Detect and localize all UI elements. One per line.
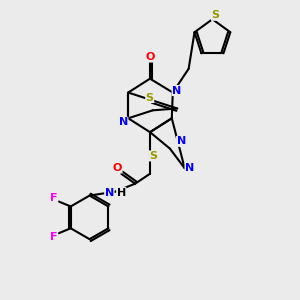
- Text: F: F: [50, 232, 58, 242]
- Text: O: O: [112, 163, 122, 173]
- Text: S: S: [212, 10, 219, 20]
- Text: S: S: [149, 151, 157, 161]
- Text: O: O: [145, 52, 155, 62]
- Text: N: N: [105, 188, 114, 198]
- Text: N: N: [172, 85, 182, 96]
- Text: H: H: [117, 188, 126, 198]
- Text: N: N: [118, 117, 128, 127]
- Text: S: S: [146, 92, 154, 103]
- Text: N: N: [185, 163, 194, 173]
- Text: F: F: [50, 193, 58, 202]
- Text: N: N: [177, 136, 186, 146]
